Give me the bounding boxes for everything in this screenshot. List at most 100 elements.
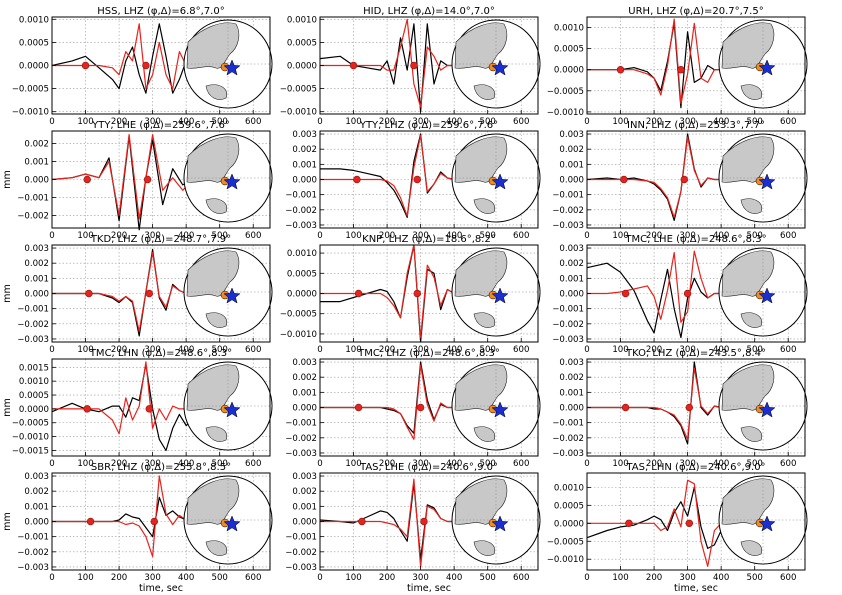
series-synthetic (587, 18, 728, 105)
x-tick-label: 300 (412, 573, 428, 583)
y-tick-label: −0.0005 (280, 310, 317, 320)
x-tick-label: 500 (479, 345, 495, 355)
y-tick-label: 0.0015 (19, 363, 49, 373)
phase-marker (621, 403, 630, 412)
x-tick-label: 100 (612, 345, 628, 355)
x-tick-label: 400 (446, 459, 462, 469)
y-tick-label: −0.0010 (547, 108, 584, 118)
phase-marker (683, 289, 692, 298)
panel-title: TAS, LHE (φ,Δ)=240.6°,9.0° (359, 462, 498, 473)
y-tick-label: −0.003 (552, 221, 584, 231)
y-tick-label: 0.0005 (554, 45, 584, 55)
x-tick-label: 0 (317, 459, 322, 469)
x-tick-label: 100 (612, 573, 628, 583)
landmass (205, 426, 228, 442)
series-observed (51, 363, 194, 452)
x-tick-label: 200 (646, 231, 662, 241)
series-observed (52, 248, 193, 337)
y-tick-label: 0.0010 (554, 483, 584, 493)
series-observed (320, 133, 461, 218)
panel-title: TKD, LHZ (φ,Δ)=248.7°,7.9° (90, 234, 231, 245)
y-tick-label: −0.002 (17, 548, 49, 558)
landmass (205, 312, 228, 328)
y-tick-label: 0.0005 (287, 38, 317, 48)
epicenter-star-icon (223, 515, 241, 532)
x-tick-label: 200 (379, 459, 395, 469)
x-tick-label: 0 (317, 345, 322, 355)
y-tick-label: −0.001 (552, 191, 584, 201)
panel-title: TKO, LHZ (φ,Δ)=243.5°,8.4° (625, 348, 766, 359)
y-tick-label: 0.001 (559, 274, 584, 284)
landmass (186, 250, 240, 297)
x-tick-label: 200 (379, 573, 395, 583)
y-tick-label: 0.002 (24, 259, 49, 269)
series-synthetic (320, 244, 461, 339)
y-tick-label: 0.001 (292, 388, 317, 398)
x-tick-label: 0 (49, 231, 54, 241)
phase-marker (353, 175, 361, 184)
phase-marker (413, 289, 421, 298)
x-tick-label: 100 (345, 231, 361, 241)
phase-marker (86, 517, 95, 526)
y-tick-label: 0.003 (292, 472, 317, 482)
x-tick-label: 500 (746, 573, 762, 583)
x-tick-label: 400 (446, 117, 462, 127)
y-tick-label: −0.001 (552, 419, 584, 429)
epicenter-star-icon (758, 515, 776, 532)
phase-marker (354, 403, 363, 412)
y-tick-label: −0.001 (17, 305, 49, 315)
axes-frame (51, 358, 271, 457)
y-tick-label: −0.003 (17, 335, 49, 345)
y-tick-label: −0.0010 (12, 433, 49, 443)
series-observed (319, 23, 461, 113)
x-tick-label: 200 (646, 573, 662, 583)
x-tick-label: 200 (646, 117, 662, 127)
y-tick-label: 0.0010 (19, 377, 49, 387)
y-tick-label: −0.0015 (12, 446, 49, 456)
x-tick-label: 400 (446, 231, 462, 241)
x-tick-label: 0 (49, 573, 54, 583)
y-tick-label: 0.0005 (19, 391, 49, 401)
series-synthetic (587, 367, 728, 440)
x-tick-label: 300 (679, 345, 695, 355)
x-tick-label: 600 (245, 345, 261, 355)
x-tick-label: 500 (211, 117, 227, 127)
y-tick-label: −0.002 (552, 320, 584, 330)
x-tick-label: 600 (780, 573, 796, 583)
y-tick-label: 0.0010 (287, 15, 317, 25)
x-tick-label: 400 (178, 459, 194, 469)
y-axis-label: mm (2, 170, 13, 189)
inset-globe-icon (718, 475, 808, 565)
y-tick-label: −0.001 (552, 305, 584, 315)
x-tick-label: 100 (612, 117, 628, 127)
phase-marker (410, 61, 418, 70)
landmass (721, 22, 775, 69)
x-tick-label: 400 (446, 573, 462, 583)
y-tick-label: 0.002 (559, 373, 584, 383)
x-tick-label: 500 (211, 573, 227, 583)
x-tick-label: 400 (178, 231, 194, 241)
panel-title: KNP, LHZ (φ,Δ)=18.6°,8.2° (362, 234, 496, 245)
x-tick-label: 300 (144, 231, 160, 241)
x-tick-label: 400 (178, 573, 194, 583)
inset-globe-icon (183, 133, 273, 223)
y-tick-label: 0.0000 (19, 62, 49, 72)
series-observed (587, 22, 728, 109)
y-tick-label: −0.0005 (12, 419, 49, 429)
x-tick-label: 0 (49, 459, 54, 469)
landmass (740, 540, 763, 556)
epicenter-star-icon (491, 173, 509, 190)
landmass (740, 84, 763, 100)
axes-frame (586, 16, 806, 115)
x-tick-label: 500 (479, 573, 495, 583)
series-observed (51, 23, 193, 94)
panel-title: HSS, LHZ (φ,Δ)=6.8°,7.0° (97, 6, 224, 17)
y-tick-label: 0.003 (559, 130, 584, 140)
phase-marker (150, 517, 158, 526)
x-tick-label: 600 (245, 117, 261, 127)
series-observed (587, 361, 728, 445)
